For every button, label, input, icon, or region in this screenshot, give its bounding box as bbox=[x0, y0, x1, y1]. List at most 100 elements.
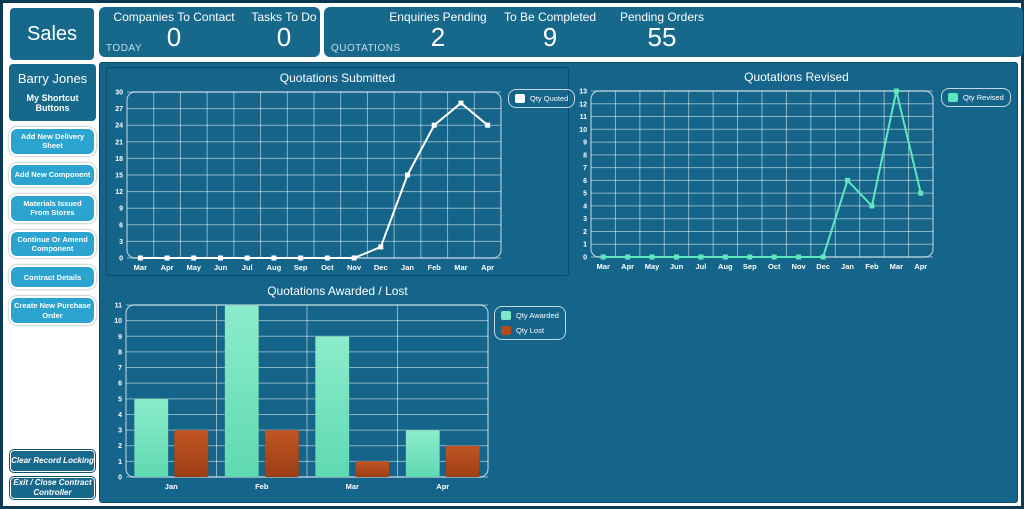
y-tick-label: 5 bbox=[583, 191, 587, 198]
quotations-metrics-box: Enquiries Pending 2 To Be Completed 9 Pe… bbox=[324, 7, 1023, 57]
data-point-marker bbox=[458, 100, 464, 106]
bar-awarded bbox=[405, 429, 440, 478]
chart-title: Quotations Revised bbox=[744, 70, 849, 84]
data-point-marker bbox=[845, 177, 850, 183]
materials-issued-from-stores-button[interactable]: Materials Issued From Stores bbox=[9, 193, 96, 223]
bar-awarded bbox=[134, 398, 169, 478]
metric-value: 2 bbox=[430, 22, 446, 52]
x-tick-label: Mar bbox=[454, 263, 467, 272]
metric-label: Tasks To Do bbox=[251, 10, 317, 24]
data-point-marker bbox=[649, 254, 655, 260]
page-title-label: Sales bbox=[26, 22, 78, 45]
x-tick-label: Feb bbox=[865, 262, 879, 271]
y-tick-label: 7 bbox=[118, 365, 122, 372]
x-tick-label: Mar bbox=[597, 262, 610, 271]
exit-close-contract-controller-button[interactable]: Exit / Close Contract Controller bbox=[10, 477, 95, 499]
bar-lost bbox=[445, 445, 480, 478]
x-tick-label: Sep bbox=[743, 262, 757, 271]
data-point-marker bbox=[796, 254, 802, 260]
sidebar-subtitle: My Shortcut Buttons bbox=[26, 93, 79, 113]
contract-details-button[interactable]: Contract Details bbox=[9, 265, 96, 290]
x-tick-label: Mar bbox=[134, 263, 147, 272]
metric-label: Pending Orders bbox=[619, 10, 705, 24]
y-tick-label: 12 bbox=[115, 189, 123, 196]
y-tick-label: 10 bbox=[579, 127, 587, 134]
metric-label: To Be Completed bbox=[503, 10, 597, 24]
y-tick-label: 10 bbox=[114, 318, 122, 325]
data-point-marker bbox=[674, 254, 679, 260]
y-tick-label: 2 bbox=[118, 443, 122, 450]
y-tick-label: 0 bbox=[118, 475, 122, 482]
metric-pending-orders: Pending Orders 55 bbox=[606, 7, 718, 57]
create-new-purchase-order-button[interactable]: Create New Purchase Order bbox=[9, 296, 96, 325]
data-point-marker bbox=[485, 122, 491, 128]
metric-value: 0 bbox=[166, 22, 182, 52]
y-tick-label: 13 bbox=[579, 89, 587, 96]
x-tick-label: Apr bbox=[621, 262, 634, 271]
legend: Qty Revised bbox=[941, 88, 1011, 107]
metric-companies-to-contact: Companies To Contact 0 bbox=[99, 7, 249, 57]
bar-lost bbox=[355, 461, 390, 478]
x-tick-label: Jun bbox=[670, 262, 684, 271]
x-tick-label: Mar bbox=[346, 482, 359, 491]
data-point-marker bbox=[405, 172, 410, 178]
continue-or-amend-component-button[interactable]: Continue Or Amend Component bbox=[9, 229, 96, 259]
x-tick-label: Mar bbox=[890, 262, 903, 271]
quotations-tag: QUOTATIONS bbox=[331, 43, 401, 54]
y-tick-label: 2 bbox=[583, 229, 587, 236]
y-tick-label: 21 bbox=[115, 139, 123, 146]
data-point-marker bbox=[164, 255, 170, 261]
sidebar: Barry Jones My Shortcut Buttons Add New … bbox=[7, 63, 98, 502]
x-tick-label: Jun bbox=[214, 263, 228, 272]
legend-label: Qty Revised bbox=[963, 93, 1004, 102]
chart-title: Quotations Submitted bbox=[279, 71, 396, 85]
chart-title: Quotations Awarded / Lost bbox=[267, 284, 408, 298]
y-tick-label: 30 bbox=[115, 90, 123, 97]
data-point-marker bbox=[600, 254, 606, 260]
y-tick-label: 24 bbox=[115, 123, 123, 130]
metric-to-be-completed: To Be Completed 9 bbox=[494, 7, 606, 57]
x-tick-label: Jan bbox=[841, 262, 854, 271]
data-point-marker bbox=[771, 254, 777, 260]
legend-label: Qty Lost bbox=[516, 326, 544, 335]
data-point-marker bbox=[137, 255, 143, 261]
legend: Qty Quoted bbox=[508, 89, 576, 108]
x-tick-label: Apr bbox=[161, 263, 174, 272]
y-tick-label: 0 bbox=[119, 256, 123, 263]
y-tick-label: 8 bbox=[118, 349, 122, 356]
data-point-marker bbox=[722, 254, 728, 260]
x-tick-label: Jul bbox=[696, 262, 707, 271]
legend-swatch bbox=[501, 326, 511, 335]
data-point-marker bbox=[244, 255, 250, 261]
y-tick-label: 3 bbox=[118, 428, 122, 435]
legend-swatch bbox=[515, 94, 525, 103]
data-point-marker bbox=[378, 244, 384, 250]
y-tick-label: 4 bbox=[583, 203, 587, 210]
y-tick-label: 27 bbox=[115, 106, 123, 113]
legend-label: Qty Awarded bbox=[516, 311, 559, 320]
y-tick-label: 6 bbox=[583, 178, 587, 185]
data-point-marker bbox=[431, 122, 437, 128]
add-new-delivery-sheet-button[interactable]: Add New Delivery Sheet bbox=[9, 127, 96, 156]
y-tick-label: 1 bbox=[583, 242, 587, 249]
legend-swatch bbox=[501, 311, 511, 320]
metric-value: 9 bbox=[542, 22, 558, 52]
legend-label: Qty Quoted bbox=[530, 94, 569, 103]
x-tick-label: Feb bbox=[428, 263, 442, 272]
y-tick-label: 6 bbox=[119, 222, 123, 229]
clear-record-locking-button[interactable]: Clear Record Locking bbox=[10, 450, 95, 472]
user-name: Barry Jones bbox=[17, 71, 88, 86]
today-tag: TODAY bbox=[106, 43, 143, 54]
add-new-component-button[interactable]: Add New Component bbox=[9, 162, 96, 187]
metric-value: 55 bbox=[647, 22, 677, 52]
y-tick-label: 9 bbox=[583, 140, 587, 147]
y-tick-label: 4 bbox=[118, 412, 122, 419]
metric-label: Enquiries Pending bbox=[389, 10, 487, 24]
x-tick-label: Aug bbox=[267, 263, 282, 272]
y-tick-label: 9 bbox=[119, 206, 123, 213]
x-tick-label: Oct bbox=[768, 262, 781, 271]
data-point-marker bbox=[271, 255, 277, 261]
page-title: Sales bbox=[10, 8, 94, 60]
y-tick-label: 9 bbox=[118, 334, 122, 341]
